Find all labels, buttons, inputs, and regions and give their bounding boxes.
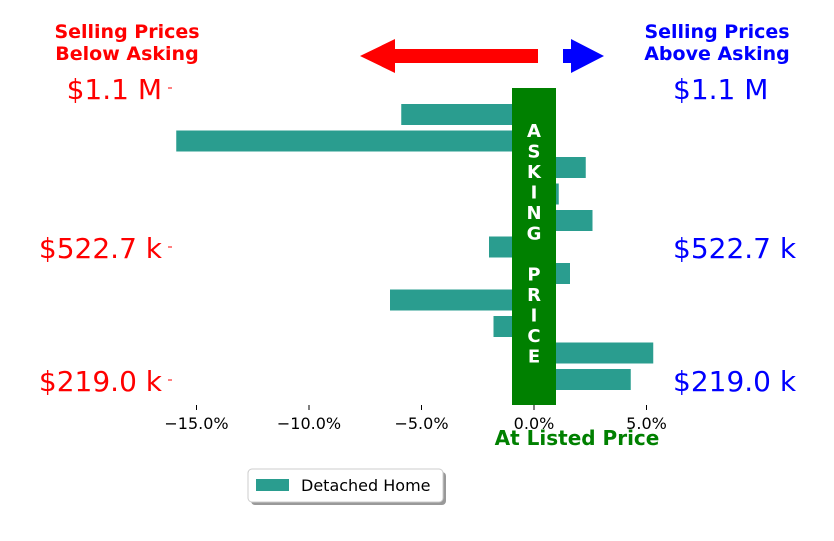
asking-letter-0: A — [527, 121, 541, 142]
asking-letter-2: K — [527, 162, 542, 183]
left-price-bottom: $219.0 k — [39, 365, 163, 398]
asking-letter-3: I — [531, 183, 538, 204]
asking-letter-7: P — [527, 265, 540, 286]
left-price-middle: $522.7 k — [39, 232, 163, 265]
at-listed-price-label: At Listed Price — [495, 426, 660, 450]
right-blue-arrow-icon — [563, 39, 604, 73]
right-price-middle: $522.7 k — [673, 232, 797, 265]
left-red-arrow-icon — [360, 39, 538, 73]
asking-price-band — [512, 88, 556, 405]
legend-box — [247, 468, 444, 503]
asking-letter-10: C — [527, 326, 540, 347]
below-asking-header-line1: Selling Prices — [54, 21, 199, 43]
left-price-top: $1.1 M — [67, 73, 162, 106]
asking-letter-8: R — [527, 285, 541, 306]
right-price-bottom: $219.0 k — [673, 365, 797, 398]
asking-letter-1: S — [528, 142, 541, 163]
above-asking-header-line2: Above Asking — [644, 43, 790, 65]
asking-letter-4: N — [526, 203, 541, 224]
bar-0 — [401, 104, 534, 125]
x-axis: −15.0% −10.0% −5.0% 0.0% 5.0% — [164, 405, 667, 433]
asking-letter-5: G — [527, 224, 542, 245]
below-asking-header-line2: Below Asking — [55, 43, 198, 65]
bar-9 — [534, 342, 654, 364]
x-tick-label-4: 5.0% — [626, 414, 667, 433]
bar-1 — [176, 130, 534, 152]
legend-swatch — [256, 479, 289, 491]
legend-label: Detached Home — [301, 476, 431, 495]
x-tick-label-3: 0.0% — [514, 414, 555, 433]
right-price-top: $1.1 M — [673, 73, 768, 106]
x-tick-label-1: −10.0% — [277, 414, 341, 433]
bar-7 — [390, 289, 534, 311]
legend: Detached Home — [247, 468, 446, 505]
bars-group — [176, 104, 654, 390]
x-tick-label-0: −15.0% — [164, 414, 228, 433]
bar-10 — [534, 369, 631, 390]
x-tick-label-2: −5.0% — [394, 414, 448, 433]
above-asking-header-line1: Selling Prices — [644, 21, 789, 43]
asking-letter-9: I — [531, 306, 538, 327]
asking-letter-11: E — [528, 347, 540, 368]
